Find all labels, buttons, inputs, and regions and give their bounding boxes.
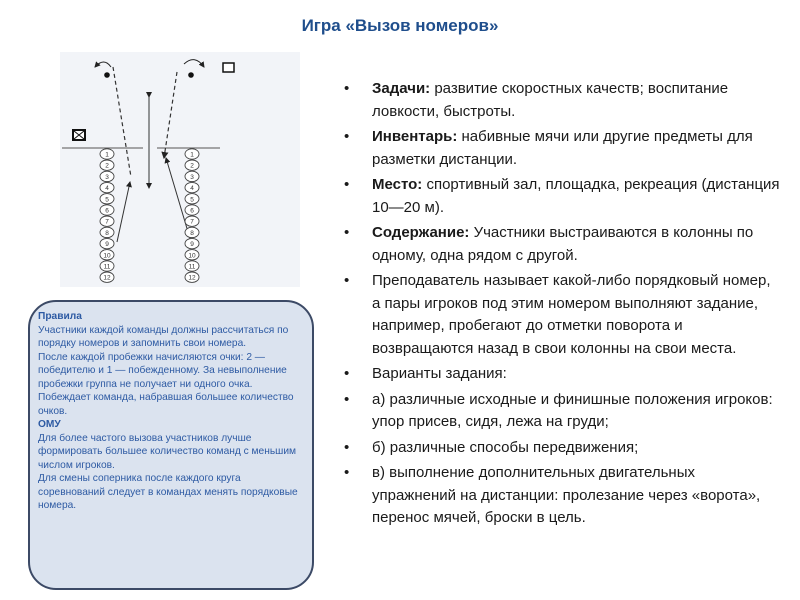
judge-box-icon <box>72 129 86 141</box>
player-number: 4 <box>105 185 109 192</box>
bullet-item: Содержание: Участники выстраиваются в ко… <box>340 222 780 267</box>
bullet-item: Задачи: развитие скоростных качеств; вос… <box>340 78 780 123</box>
return-arrow-left <box>116 181 132 243</box>
player-number: 11 <box>104 264 111 271</box>
player-marker <box>99 148 115 160</box>
bullet-text: Варианты задания: <box>372 365 507 382</box>
player-number: 9 <box>105 241 109 248</box>
player-number: 12 <box>103 275 111 282</box>
bullet-item: б) различные способы передвижения; <box>340 437 780 460</box>
player-marker <box>184 204 200 216</box>
bullet-item: Преподаватель называет какой-либо порядк… <box>340 270 780 360</box>
player-marker <box>184 215 200 227</box>
run-path-left <box>112 66 132 178</box>
player-number: 10 <box>188 252 196 259</box>
slide-title: Игра «Вызов номеров» <box>301 16 499 35</box>
bullet-item: Варианты задания: <box>340 363 780 386</box>
player-number: 8 <box>190 230 194 237</box>
player-number: 12 <box>188 275 196 282</box>
bullet-text: набивные мячи или другие предметы для ра… <box>372 128 753 168</box>
player-number: 4 <box>190 185 194 192</box>
player-number: 1 <box>105 152 109 159</box>
player-marker <box>99 226 115 239</box>
player-marker <box>99 271 115 283</box>
player-marker <box>99 204 115 216</box>
bullet-text: а) различные исходные и финишные положен… <box>372 390 773 431</box>
player-marker <box>99 170 115 183</box>
player-marker <box>99 249 115 261</box>
player-marker <box>184 271 200 283</box>
bullet-text: в) выполнение дополнительных двигательны… <box>372 464 761 526</box>
turn-arrow-left <box>94 61 112 68</box>
player-number: 7 <box>105 219 109 226</box>
description-list: Задачи: развитие скоростных качеств; вос… <box>340 78 780 533</box>
player-number: 3 <box>190 174 194 181</box>
player-number: 6 <box>105 208 109 215</box>
bullet-label: Место: <box>372 176 423 193</box>
player-marker <box>184 193 200 205</box>
player-number: 6 <box>190 208 194 215</box>
omu-line: Для смены соперника после каждого круга … <box>38 473 298 511</box>
player-marker <box>99 215 115 227</box>
rules-line: Участники каждой команды должны рассчита… <box>38 324 289 350</box>
bullet-item: Инвентарь: набивные мячи или другие пред… <box>340 126 780 171</box>
bullet-text: б) различные способы передвижения; <box>372 438 639 456</box>
player-marker <box>184 237 200 250</box>
player-marker <box>99 159 115 171</box>
bullet-label: Содержание: <box>372 224 470 241</box>
bullet-label: Инвентарь: <box>372 128 458 145</box>
omu-heading: ОМУ <box>38 419 61 430</box>
player-marker <box>99 181 115 194</box>
player-number: 11 <box>189 264 196 271</box>
player-marker <box>99 237 115 250</box>
rules-line: Побеждает команда, набравшая большее кол… <box>38 392 294 417</box>
player-marker <box>184 181 200 194</box>
player-marker <box>184 170 200 183</box>
bullet-item: Место: спортивный зал, площадка, рекреац… <box>340 174 780 219</box>
player-number: 5 <box>190 196 194 203</box>
return-arrow-right <box>164 157 192 243</box>
omu-line: Для более частого вызова участников лучш… <box>38 432 297 471</box>
bullet-item: а) различные исходные и финишные положен… <box>340 389 780 434</box>
player-number: 8 <box>105 230 109 237</box>
player-number: 5 <box>105 196 109 203</box>
player-number: 2 <box>105 163 109 170</box>
player-number: 10 <box>103 252 111 259</box>
player-marker <box>99 193 115 205</box>
player-number: 2 <box>190 163 194 170</box>
player-number: 3 <box>105 174 109 181</box>
rules-heading: Правила <box>38 311 82 322</box>
square-marker-icon <box>222 62 235 73</box>
player-marker <box>184 260 200 272</box>
player-marker <box>184 148 200 160</box>
ball-right <box>188 72 194 78</box>
player-number: 9 <box>190 241 194 248</box>
player-marker <box>184 226 200 239</box>
player-number: 7 <box>190 219 194 226</box>
bullet-text: развитие скоростных качеств; воспитание … <box>372 80 729 120</box>
bullet-text: Участники выстраиваются в колонны по одн… <box>372 224 754 264</box>
player-marker <box>184 249 200 261</box>
player-marker <box>184 159 200 171</box>
rules-box: Правила Участники каждой команды должны … <box>28 300 314 590</box>
player-number: 1 <box>190 152 194 159</box>
bullet-item: в) выполнение дополнительных двигательны… <box>340 462 780 530</box>
turn-arrow-right <box>183 59 205 68</box>
run-path-right <box>161 71 178 160</box>
player-marker <box>99 260 115 272</box>
bullet-text: спортивный зал, площадка, рекреация (дис… <box>372 176 780 216</box>
bullet-label: Задачи: <box>372 80 431 97</box>
ball-left <box>104 72 110 78</box>
bullet-text: Преподаватель называет какой-либо порядк… <box>372 272 771 357</box>
rules-line: После каждой пробежки начисляются очки: … <box>38 351 287 390</box>
